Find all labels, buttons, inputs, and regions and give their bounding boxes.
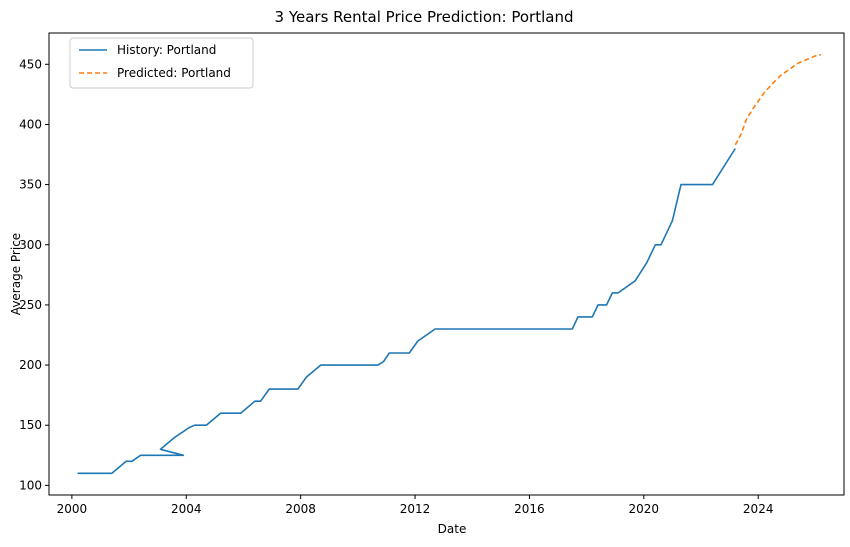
y-tick-label: 150 — [19, 418, 42, 432]
y-tick-label: 200 — [19, 358, 42, 372]
series-layer — [77, 53, 822, 475]
x-tick-label: 2012 — [400, 502, 431, 516]
series-line-predicted — [734, 53, 822, 146]
y-tick-label: 350 — [19, 178, 42, 192]
y-tick-label: 250 — [19, 298, 42, 312]
y-tick-label: 450 — [19, 57, 42, 71]
y-tick-label: 300 — [19, 238, 42, 252]
y-tick-label: 400 — [19, 117, 42, 131]
series-line-history — [77, 148, 736, 475]
x-tick-label: 2016 — [514, 502, 545, 516]
x-tick-label: 2000 — [57, 502, 88, 516]
x-tick-label: 2024 — [743, 502, 774, 516]
chart-title: 3 Years Rental Price Prediction: Portlan… — [275, 8, 574, 26]
plot-frame — [48, 32, 845, 496]
x-tick-label: 2004 — [171, 502, 202, 516]
x-tick-label: 2008 — [285, 502, 316, 516]
x-tick-label: 2020 — [629, 502, 660, 516]
legend-label-history: History: Portland — [117, 43, 216, 57]
legend-label-predicted: Predicted: Portland — [117, 66, 231, 80]
y-tick-label: 100 — [19, 478, 42, 492]
axis-ticks: 2000 2004 2008 2012 2016 2020 2024 100 150 200 250… — [19, 57, 773, 516]
x-axis-label: Date — [438, 522, 467, 536]
y-axis-label: Average Price — [9, 233, 23, 315]
legend-box — [69, 37, 254, 89]
legend: History: Portland Predicted: Portland — [69, 37, 254, 89]
